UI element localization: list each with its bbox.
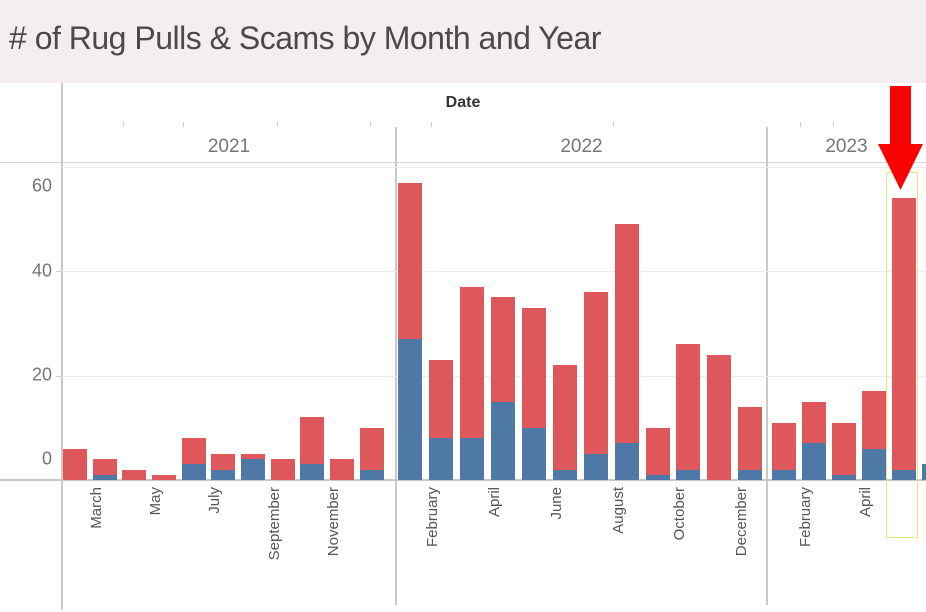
bar-segment-blue[interactable] [181, 464, 206, 480]
date-axis-tick-mark [613, 122, 614, 127]
y-axis-line [61, 83, 63, 610]
bar-segment-red[interactable] [211, 453, 236, 470]
month-axis-label: April [485, 487, 503, 518]
date-axis-tick-mark [370, 122, 371, 127]
date-axis-tick-mark [183, 122, 184, 127]
bar-segment-red[interactable] [460, 286, 485, 439]
bar-segment-blue[interactable] [521, 427, 546, 480]
bar-segment-blue[interactable] [831, 474, 856, 480]
bar-segment-blue[interactable] [92, 474, 117, 480]
bar-segment-red[interactable] [151, 474, 176, 480]
bar-segment-red[interactable] [831, 422, 856, 475]
month-axis-label: April [856, 487, 874, 518]
bar-segment-blue[interactable] [614, 443, 639, 480]
month-axis-label: June [547, 487, 565, 520]
y-axis-tick-mark [56, 271, 62, 273]
month-axis-label: May [146, 487, 164, 516]
month-axis-label: August [609, 487, 627, 534]
bar-segment-red[interactable] [240, 453, 265, 460]
bar-segment-blue[interactable] [552, 469, 577, 480]
date-axis-tick-mark [800, 122, 801, 127]
year-label: 2021 [207, 136, 251, 157]
date-axis-tick-mark [123, 122, 124, 127]
bar-segment-red[interactable] [92, 459, 117, 475]
month-axis-label: March [87, 487, 105, 529]
bar-segment-blue[interactable] [676, 469, 701, 480]
panel-divider-2021-2022 [395, 127, 397, 605]
y-gridline [62, 167, 926, 168]
year-label: 2022 [560, 136, 603, 157]
bar-segment-blue[interactable] [490, 401, 515, 480]
bar-segment-red[interactable] [359, 427, 384, 470]
month-axis-label: November [324, 487, 342, 557]
bar-segment-red[interactable] [552, 365, 577, 470]
bar-segment-blue[interactable] [801, 443, 826, 480]
month-axis-label: September [265, 487, 283, 561]
chart-title: # of Rug Pulls & Scams by Month and Year [9, 20, 601, 56]
bar-segment-red[interactable] [122, 469, 147, 480]
bar-segment-blue[interactable] [460, 438, 485, 480]
y-gridline [62, 271, 926, 273]
bar-segment-blue[interactable] [861, 448, 886, 480]
date-axis-tick-mark [277, 122, 278, 127]
date-axis-tick-mark [833, 122, 834, 127]
month-axis-label: February [424, 487, 442, 548]
y-axis-tick-label: 20 [31, 364, 52, 385]
bar-segment-red[interactable] [861, 391, 886, 449]
bar-segment-red[interactable] [891, 198, 916, 470]
bar-segment-blue[interactable] [738, 469, 763, 480]
month-axis-label: February [796, 487, 814, 548]
year-label: 2023 [825, 136, 868, 157]
y-axis-tick-mark [56, 375, 62, 377]
y-axis-tick-label: 40 [31, 260, 52, 281]
y-axis-tick-label: 60 [31, 175, 52, 196]
bar-segment-blue[interactable] [300, 464, 325, 480]
date-axis-tick-mark [431, 122, 432, 127]
bar-segment-red[interactable] [429, 360, 454, 439]
bar-segment-red[interactable] [771, 422, 796, 470]
bar-segment-red[interactable] [614, 224, 639, 444]
bar-segment-red[interactable] [329, 459, 354, 480]
x-axis-baseline [0, 479, 926, 481]
bar-segment-blue[interactable] [921, 464, 926, 480]
bar-segment-red[interactable] [645, 427, 670, 475]
red-arrow-annotation-icon [878, 86, 923, 190]
month-axis-label: December [733, 487, 751, 557]
date-axis-title: Date [445, 94, 481, 111]
bar-segment-red[interactable] [398, 182, 423, 340]
bar-segment-red[interactable] [62, 448, 87, 480]
bar-segment-red[interactable] [270, 459, 295, 480]
month-axis-label: October [671, 487, 689, 541]
bar-segment-red[interactable] [300, 417, 325, 465]
bar-segment-blue[interactable] [211, 469, 236, 480]
bar-segment-red[interactable] [521, 307, 546, 428]
header-separator-line [0, 162, 926, 163]
bar-segment-red[interactable] [583, 292, 608, 454]
bar-segment-blue[interactable] [240, 459, 265, 480]
bar-segment-blue[interactable] [429, 438, 454, 480]
bar-segment-red[interactable] [490, 297, 515, 402]
bar-segment-blue[interactable] [583, 453, 608, 480]
bar-segment-red[interactable] [801, 401, 826, 444]
bar-segment-red[interactable] [181, 438, 206, 465]
title-band [0, 0, 926, 83]
bar-segment-blue[interactable] [891, 469, 916, 480]
y-axis-tick-label: 0 [41, 448, 52, 469]
bar-segment-blue[interactable] [771, 469, 796, 480]
bar-segment-blue[interactable] [645, 474, 670, 480]
selection-highlight-box [886, 172, 918, 538]
month-axis-label: July [206, 487, 224, 514]
bar-segment-blue[interactable] [359, 469, 384, 480]
bar-segment-red[interactable] [738, 406, 763, 470]
panel-divider-2022-2023 [766, 127, 768, 605]
bar-segment-blue[interactable] [398, 339, 423, 480]
bar-segment-red[interactable] [707, 354, 732, 480]
bar-segment-red[interactable] [676, 344, 701, 470]
